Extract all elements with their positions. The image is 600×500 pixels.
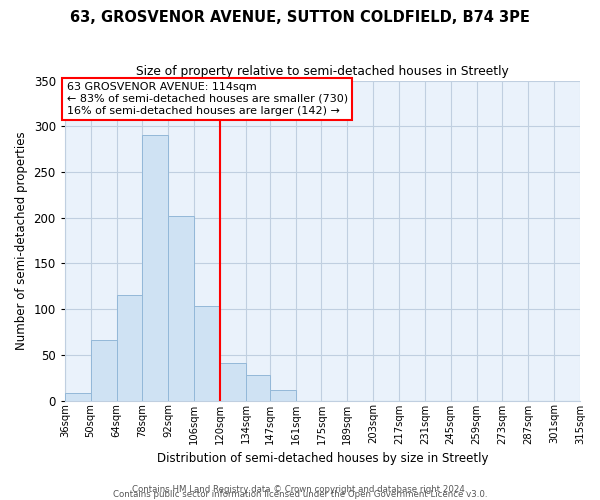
X-axis label: Distribution of semi-detached houses by size in Streetly: Distribution of semi-detached houses by … [157,452,488,465]
Bar [220,363,246,401]
Bar [65,393,91,400]
Y-axis label: Number of semi-detached properties: Number of semi-detached properties [15,131,28,350]
Bar [91,340,116,400]
Bar [116,296,142,401]
Text: Contains HM Land Registry data © Crown copyright and database right 2024.: Contains HM Land Registry data © Crown c… [132,484,468,494]
Bar [246,375,270,400]
Bar [270,390,296,400]
Text: Contains public sector information licensed under the Open Government Licence v3: Contains public sector information licen… [113,490,487,499]
Bar [580,398,600,400]
Title: Size of property relative to semi-detached houses in Streetly: Size of property relative to semi-detach… [136,65,509,78]
Text: 63, GROSVENOR AVENUE, SUTTON COLDFIELD, B74 3PE: 63, GROSVENOR AVENUE, SUTTON COLDFIELD, … [70,10,530,25]
Text: 63 GROSVENOR AVENUE: 114sqm
← 83% of semi-detached houses are smaller (730)
16% : 63 GROSVENOR AVENUE: 114sqm ← 83% of sem… [67,82,348,116]
Bar [142,136,168,400]
Bar [194,306,220,400]
Bar [168,216,194,400]
